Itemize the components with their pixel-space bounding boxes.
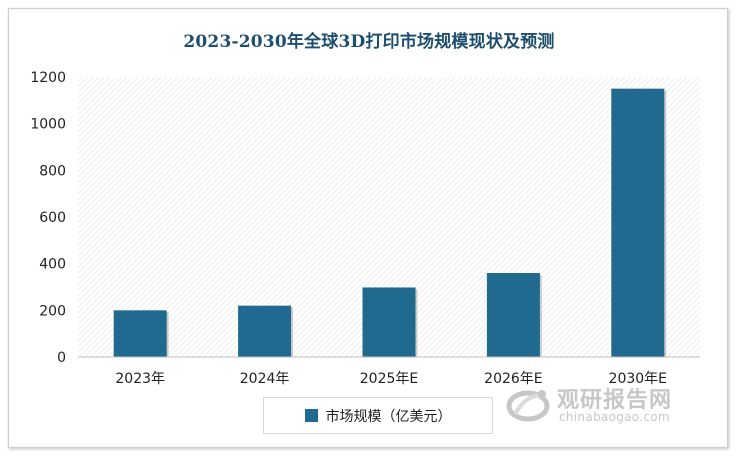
- y-tick-label: 200: [39, 303, 66, 319]
- watermark: 观研报告网 chinabaogao.com: [505, 380, 695, 430]
- bar: [113, 310, 167, 357]
- legend: 市场规模（亿美元）: [263, 397, 493, 434]
- legend-swatch: [304, 409, 318, 422]
- bar: [362, 287, 416, 357]
- watermark-name: 观研报告网: [557, 388, 673, 413]
- watermark-url: chinabaogao.com: [559, 410, 670, 424]
- y-tick-label: 800: [39, 163, 66, 179]
- x-tick-label: 2026年E: [484, 371, 542, 387]
- bar: [611, 88, 665, 358]
- x-tick-label: 2030年E: [609, 371, 667, 387]
- y-tick-label: 400: [39, 257, 66, 273]
- x-tick-label: 2024年: [240, 371, 290, 387]
- x-tick-label: 2025年E: [360, 371, 418, 387]
- y-tick-label: 1000: [30, 117, 66, 133]
- y-tick-label: 0: [57, 350, 66, 366]
- x-tick-label: 2023年: [115, 371, 165, 387]
- bar: [238, 305, 292, 357]
- y-tick-label: 600: [39, 210, 66, 226]
- y-tick-label: 1200: [30, 70, 66, 86]
- chart-title: 2023-2030年全球3D打印市场规模现状及预测: [183, 32, 555, 52]
- watermark-logo-icon: [506, 390, 550, 422]
- bar: [486, 273, 540, 357]
- legend-label: 市场规模（亿美元）: [325, 408, 452, 425]
